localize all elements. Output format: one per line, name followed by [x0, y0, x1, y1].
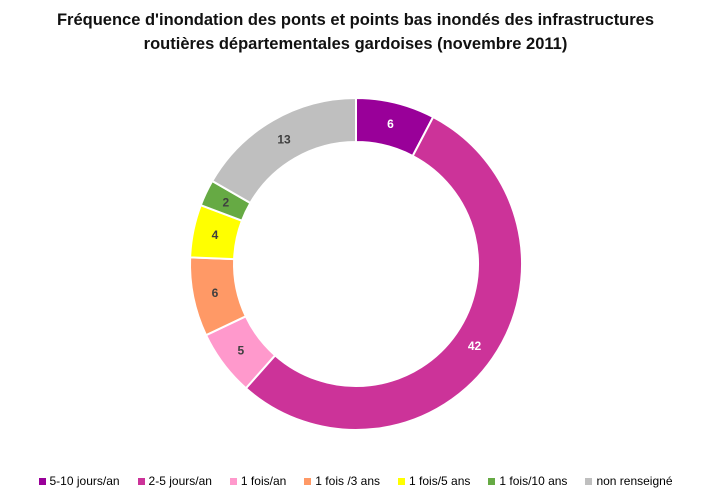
chart-legend: 5-10 jours/an 2-5 jours/an 1 fois/an 1 fois… [0, 474, 711, 488]
legend-swatch [38, 477, 46, 485]
data-label-1-fois-an: 5 [238, 344, 245, 358]
legend-label: 2-5 jours/an [148, 474, 212, 488]
data-label-1-fois-10-ans: 2 [223, 195, 230, 209]
legend-label: 5-10 jours/an [49, 474, 120, 488]
data-label-1-fois-5-ans: 4 [212, 228, 219, 242]
legend-item-1-fois-an: 1 fois/an [229, 474, 287, 488]
legend-item-2-5-jours-an: 2-5 jours/an [137, 474, 212, 488]
legend-item-1-fois-5-ans: 1 fois/5 ans [398, 474, 470, 488]
legend-label: 1 fois/5 ans [409, 474, 471, 488]
legend-label: 1 fois/10 ans [499, 474, 568, 488]
chart-title-line-2: routières départementales gardoises (nov… [143, 35, 568, 53]
legend-item-1-fois-10-ans: 1 fois/10 ans [488, 474, 567, 488]
legend-item-1-fois-3-ans: 1 fois /3 ans [304, 474, 380, 488]
legend-swatch [398, 477, 406, 485]
legend-item-5-10-jours-an: 5-10 jours/an [38, 474, 120, 488]
chart-title: Fréquence d'inondation des ponts et poin… [0, 8, 711, 56]
legend-label: 1 fois/an [240, 474, 287, 488]
legend-label: non renseigné [596, 474, 673, 488]
legend-item-non-renseigne: non renseigné [585, 474, 673, 488]
legend-label: 1 fois /3 ans [315, 474, 381, 488]
slice-2-5-jours-an [244, 115, 523, 431]
data-label-2-5-jours-an: 42 [468, 339, 482, 353]
chart-title-line-1: Fréquence d'inondation des ponts et poin… [56, 11, 655, 29]
data-label-1-fois-3-ans: 6 [212, 286, 219, 300]
slice-non-renseigne [210, 96, 357, 205]
legend-swatch [585, 477, 593, 485]
legend-swatch [488, 477, 496, 485]
legend-swatch [304, 477, 312, 485]
data-label-5-10-jours-an: 6 [387, 117, 394, 131]
legend-swatch [137, 477, 145, 485]
legend-swatch [229, 477, 237, 485]
data-label-non-renseigne: 13 [277, 132, 291, 146]
